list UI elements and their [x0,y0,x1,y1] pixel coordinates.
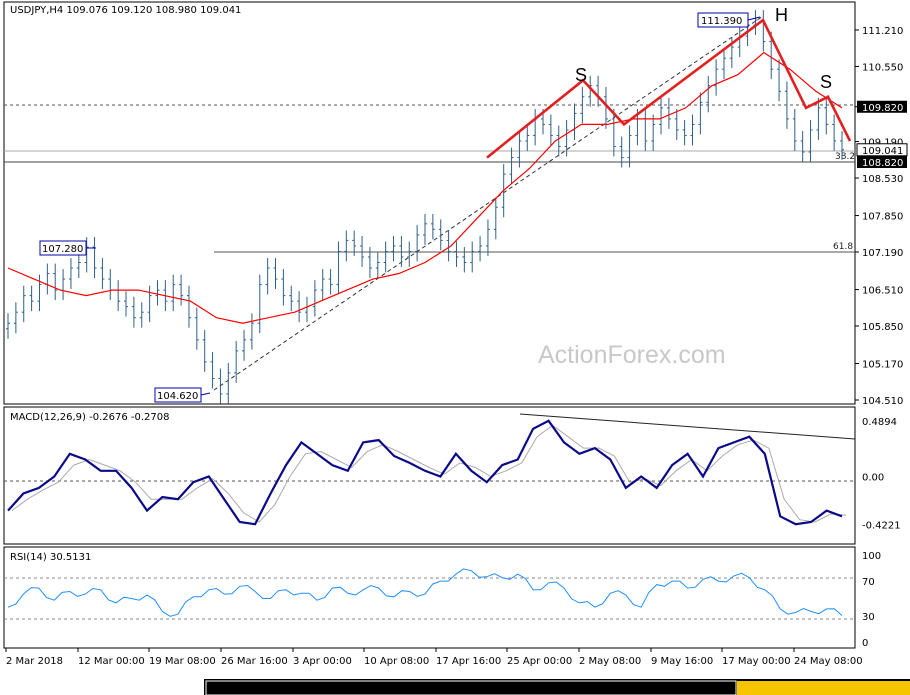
time-tick-label: 25 Apr 00:00 [507,656,572,667]
time-tick-label: 2 May 08:00 [579,656,641,667]
time-tick-label: 10 Apr 08:00 [364,656,429,667]
rsi-panel: RSI(14) 30.5131 100 70 30 0 [3,546,881,649]
left-high-price-label: 107.280 [42,244,83,255]
price-panel-frame [3,1,856,405]
footer-bar-inner [205,680,737,695]
watermark: ActionForex.com [538,341,726,369]
price-axis-ticks: 111.210 110.550 109.820 109.190 108.530 107.8… [855,26,908,407]
level-price-tag-label: 109.820 [862,103,903,114]
rsi-panel-frame [3,546,856,649]
macd-tick-label: 0.00 [862,473,884,484]
time-tick-label: 12 Mar 00:00 [78,656,145,667]
time-tick-label: 24 May 08:00 [794,656,863,667]
price-tick-label: 104.510 [862,396,903,407]
rsi-tick-label: 0 [862,638,868,649]
price-tick-label: 105.850 [862,322,903,333]
price-tick-label: 109.190 [862,138,903,149]
macd-axis-ticks: 0.4894 0.00 -0.4221 [862,417,901,532]
level-price-tag-label: 108.820 [862,158,903,169]
rsi-tick-label: 70 [862,577,875,588]
price-tick-label: 107.190 [862,248,903,259]
time-tick-label: 26 Mar 16:00 [221,656,288,667]
moving-average-line [7,51,843,324]
rsi-tick-label: 30 [862,612,875,623]
rsi-header-label: RSI(14) 30.5131 [10,552,91,563]
time-tick-label: 2 Mar 2018 [6,656,63,667]
level-price-tag [857,100,907,113]
macd-tick-label: 0.4894 [862,417,897,428]
time-tick-label: 17 Apr 16:00 [436,656,501,667]
price-tick-label: 107.850 [862,212,903,223]
right-shoulder-label: S [820,72,832,92]
footer-accent [737,681,910,695]
time-tick-label: 19 Mar 08:00 [149,656,216,667]
low-price-label: 104.620 [157,391,198,402]
macd-header-label: MACD(12,26,9) -0.2676 -0.2708 [10,412,170,423]
price-tick-label: 106.510 [862,286,903,297]
macd-main-line [7,419,843,526]
time-axis: 2 Mar 2018 12 Mar 00:00 19 Mar 08:00 26 Mar… [5,648,863,667]
fib-618-label: 61.8 [833,242,853,252]
fib-382-label: 38.2 [835,152,855,162]
price-panel: USDJPY,H4 109.076 109.120 108.980 109.04… [3,1,908,407]
current-price-tag-label: 109.041 [862,146,903,157]
macd-panel: MACD(12,26,9) -0.2676 -0.2708 0.4894 0.00… [3,406,901,545]
price-header-label: USDJPY,H4 109.076 109.120 108.980 109.04… [10,5,241,16]
high-price-label: 111.390 [701,16,742,27]
rsi-line [7,568,843,617]
time-tick-label: 9 May 16:00 [651,656,713,667]
low-price-connector [200,392,211,396]
level-price-tag [857,155,907,168]
head-label: H [775,5,788,25]
price-tick-label: 105.170 [862,360,903,371]
price-tick-label: 108.530 [862,174,903,185]
price-tick-label: 110.550 [862,62,903,73]
price-tick-label: 111.210 [862,26,903,37]
uptrend-line [213,15,764,391]
high-price-connector [747,16,761,21]
macd-tick-label: -0.4221 [862,520,901,531]
head-shoulders-pattern-line [486,18,852,159]
macd-divergence-line [519,413,856,440]
left-shoulder-label: S [575,65,587,85]
time-tick-label: 3 Apr 00:00 [293,656,352,667]
current-price-tag [856,143,908,157]
rsi-tick-label: 100 [862,551,881,562]
rsi-axis-ticks: 100 70 30 0 [862,551,881,649]
time-tick-label: 17 May 00:00 [722,656,791,667]
candles-group [6,10,844,404]
macd-panel-frame [3,406,856,545]
